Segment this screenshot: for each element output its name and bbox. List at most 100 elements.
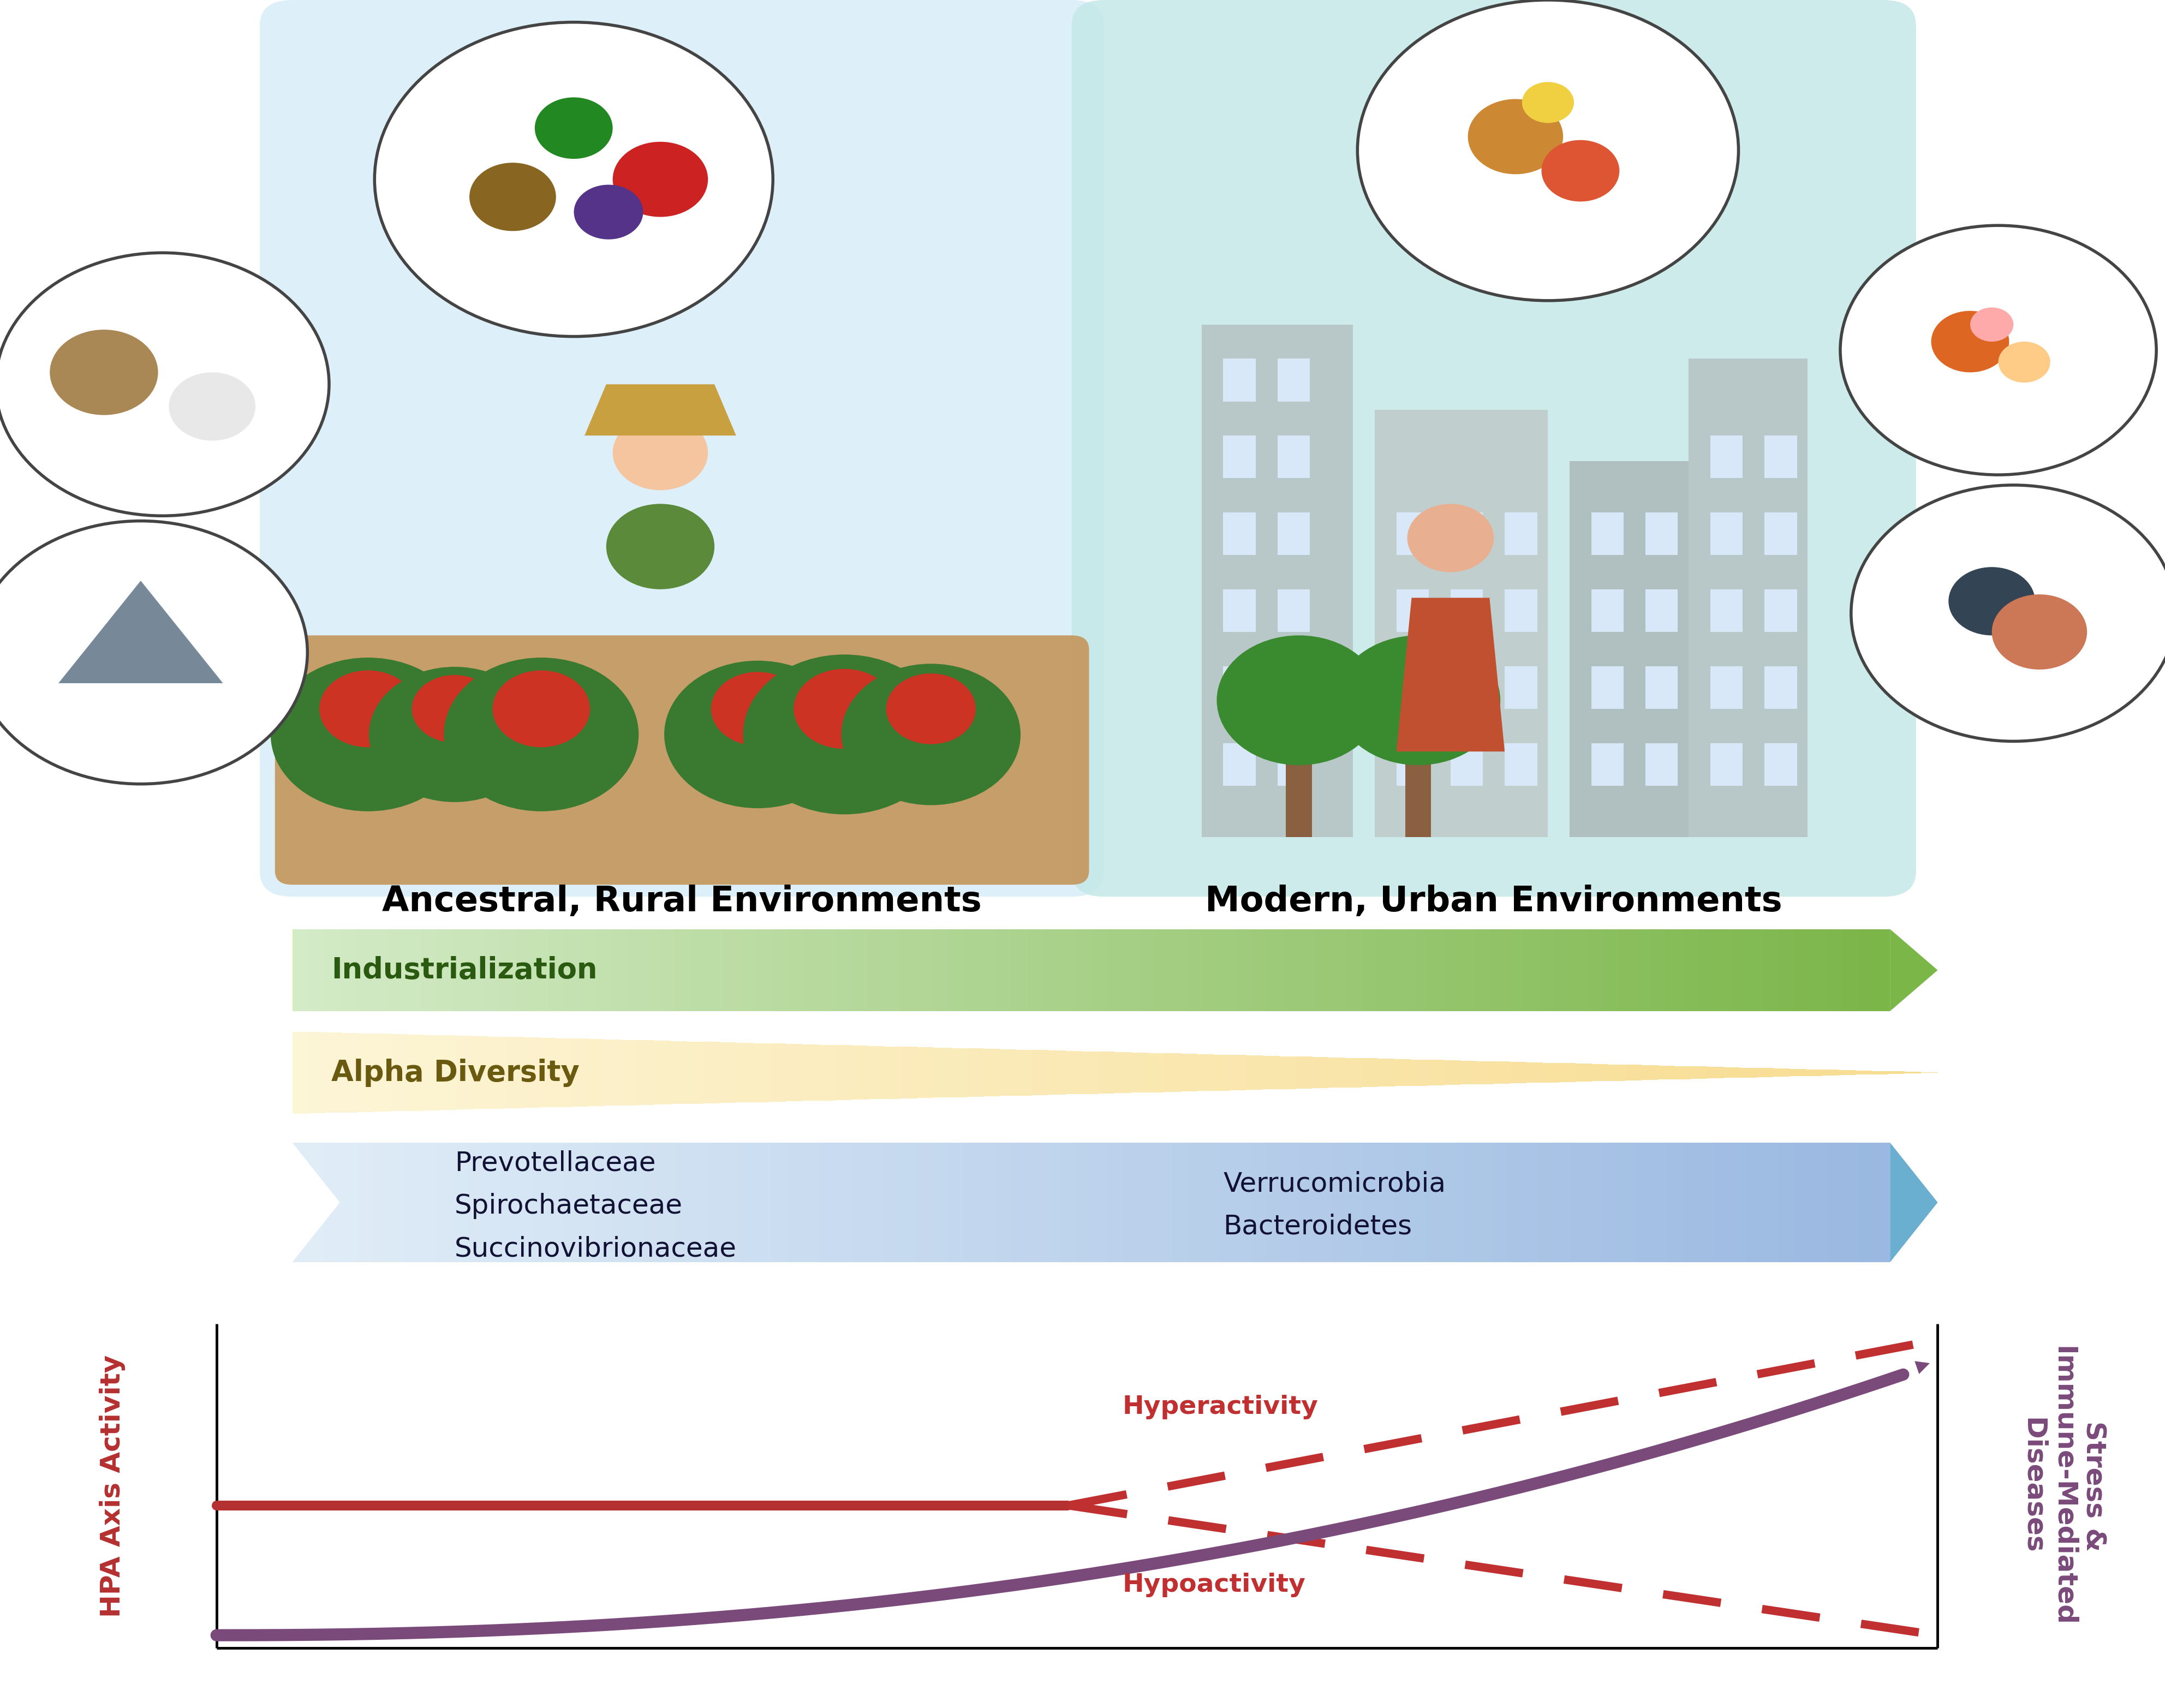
- Bar: [533, 1143, 548, 1262]
- Bar: [1297, 1057, 1312, 1088]
- Circle shape: [842, 664, 1020, 804]
- Bar: [963, 1143, 979, 1262]
- Bar: [1171, 929, 1186, 1011]
- Bar: [1186, 929, 1204, 1011]
- Bar: [996, 1143, 1011, 1262]
- Bar: [489, 1037, 507, 1108]
- Polygon shape: [58, 581, 223, 683]
- Bar: [307, 1143, 325, 1262]
- Bar: [1247, 1056, 1262, 1090]
- Bar: [292, 1032, 310, 1114]
- Bar: [708, 1143, 723, 1262]
- Bar: [786, 1044, 803, 1102]
- Bar: [693, 1143, 708, 1262]
- Bar: [1645, 512, 1678, 555]
- Bar: [898, 929, 916, 1011]
- Circle shape: [375, 22, 773, 336]
- Circle shape: [574, 184, 643, 239]
- Bar: [1165, 1054, 1180, 1091]
- Bar: [1667, 1143, 1682, 1262]
- Bar: [1059, 929, 1076, 1011]
- Bar: [1442, 929, 1459, 1011]
- Bar: [548, 929, 563, 1011]
- Bar: [1033, 1050, 1050, 1095]
- Bar: [1223, 359, 1256, 401]
- Bar: [851, 1143, 868, 1262]
- Bar: [1650, 929, 1667, 1011]
- Bar: [1875, 1143, 1890, 1262]
- Bar: [435, 929, 452, 1011]
- Bar: [968, 1049, 983, 1097]
- Bar: [1490, 929, 1507, 1011]
- Bar: [1708, 1068, 1723, 1078]
- Bar: [507, 1037, 522, 1108]
- Bar: [1505, 743, 1537, 786]
- Bar: [979, 929, 996, 1011]
- Text: Spirochaetaceae: Spirochaetaceae: [455, 1192, 682, 1220]
- Circle shape: [613, 142, 708, 217]
- Bar: [342, 1033, 357, 1112]
- Bar: [1451, 512, 1483, 555]
- Bar: [788, 1143, 803, 1262]
- Bar: [1591, 589, 1624, 632]
- Bar: [1026, 1143, 1044, 1262]
- Bar: [556, 1038, 572, 1107]
- Bar: [1591, 743, 1624, 786]
- Bar: [307, 929, 325, 1011]
- Bar: [1747, 929, 1762, 1011]
- Circle shape: [535, 97, 613, 159]
- Bar: [1331, 1143, 1347, 1262]
- Bar: [1050, 1050, 1065, 1095]
- Bar: [948, 929, 963, 1011]
- Bar: [1011, 929, 1026, 1011]
- Bar: [563, 929, 580, 1011]
- Circle shape: [320, 670, 418, 748]
- Bar: [836, 1045, 851, 1100]
- Bar: [836, 1143, 851, 1262]
- Circle shape: [1998, 342, 2050, 383]
- Bar: [1394, 1059, 1412, 1086]
- Bar: [1234, 1143, 1251, 1262]
- Bar: [1106, 1143, 1124, 1262]
- Circle shape: [606, 504, 714, 589]
- Bar: [613, 929, 628, 1011]
- Bar: [1412, 929, 1427, 1011]
- Bar: [883, 929, 898, 1011]
- Text: Stress &
Immune-Mediated
Diseases: Stress & Immune-Mediated Diseases: [2020, 1346, 2107, 1626]
- Bar: [1106, 929, 1124, 1011]
- Bar: [500, 929, 515, 1011]
- Bar: [1626, 1064, 1641, 1081]
- Bar: [983, 1049, 1000, 1097]
- Bar: [1219, 929, 1234, 1011]
- Bar: [654, 1040, 671, 1105]
- Bar: [439, 1035, 457, 1110]
- Bar: [1375, 410, 1548, 837]
- Bar: [1507, 1143, 1522, 1262]
- Bar: [1576, 1064, 1591, 1081]
- Circle shape: [1468, 99, 1563, 174]
- Bar: [515, 929, 533, 1011]
- Text: Hyperactivity: Hyperactivity: [1124, 1395, 1318, 1419]
- Bar: [1855, 1071, 1873, 1074]
- Text: Succinovibrionaceae: Succinovibrionaceae: [455, 1235, 736, 1262]
- Bar: [1602, 1143, 1619, 1262]
- Bar: [1842, 1143, 1858, 1262]
- Bar: [1362, 1059, 1379, 1086]
- Bar: [340, 929, 357, 1011]
- Bar: [1459, 1143, 1474, 1262]
- Bar: [424, 1035, 439, 1110]
- Bar: [885, 1047, 901, 1098]
- Bar: [1764, 589, 1797, 632]
- Bar: [1806, 1069, 1823, 1076]
- Bar: [452, 929, 468, 1011]
- Bar: [1609, 1064, 1626, 1081]
- Bar: [931, 1143, 948, 1262]
- Bar: [1461, 1061, 1477, 1085]
- Bar: [918, 1047, 933, 1098]
- Circle shape: [743, 654, 946, 815]
- Bar: [539, 1038, 556, 1107]
- Bar: [420, 929, 435, 1011]
- Bar: [340, 1143, 357, 1262]
- Bar: [1262, 1056, 1280, 1090]
- Bar: [931, 929, 948, 1011]
